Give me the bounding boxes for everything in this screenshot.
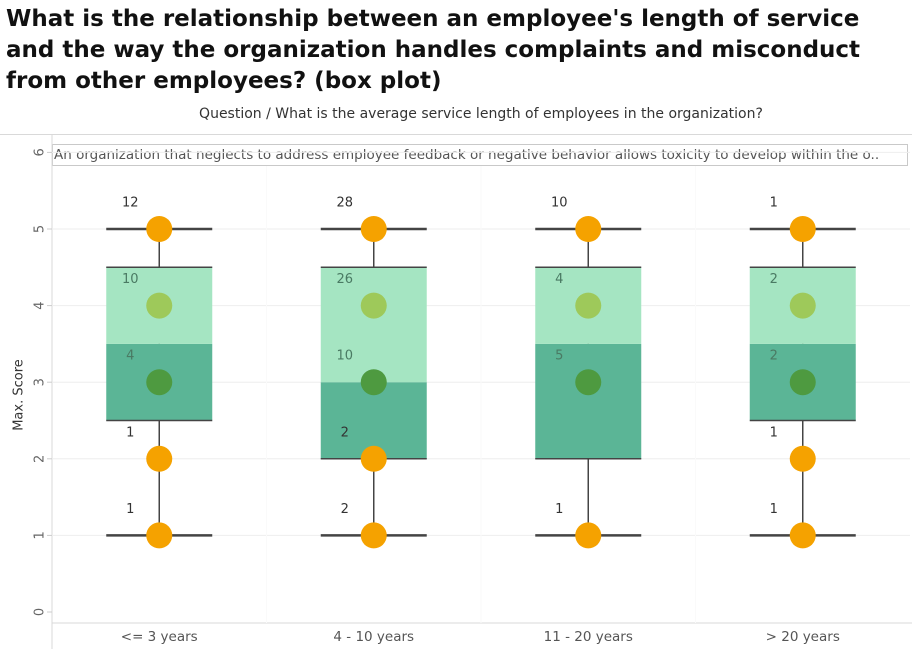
x-tick-label: > 20 years [766,629,840,645]
count-label: 2 [341,425,349,440]
y-tick-label: 0 [33,608,48,616]
count-label: 2 [770,272,778,287]
count-label: 5 [555,349,563,364]
y-tick-label: 3 [33,378,48,386]
count-label: 1 [770,425,778,440]
count-label: 1 [555,502,563,517]
x-tick-label: 4 - 10 years [333,629,414,645]
data-point [360,216,387,242]
x-tick-label: <= 3 years [121,629,198,645]
data-point [575,216,602,242]
data-point [575,522,602,549]
header-divider [0,134,912,135]
count-label: 2 [770,349,778,364]
x-tick-label: 11 - 20 years [544,629,633,645]
chart-title: What is the relationship between an empl… [6,6,861,94]
count-label: 2 [341,502,349,517]
y-tick-label: 6 [33,148,48,156]
count-label: 26 [336,272,353,287]
data-point [146,445,173,472]
column-header: Question / What is the average service l… [199,106,763,122]
data-point [575,369,602,396]
count-label: 4 [126,349,134,364]
y-tick-label: 5 [33,225,48,233]
data-point [146,216,173,242]
data-point [789,216,816,242]
count-label: 10 [122,272,139,287]
data-point [789,522,816,549]
box-upper [320,267,427,383]
count-label: 10 [336,349,353,364]
count-label: 1 [770,502,778,517]
count-label: 4 [555,272,563,287]
count-label: 28 [336,196,353,211]
data-point [789,292,816,319]
data-point [575,292,602,319]
count-label: 1 [126,425,134,440]
data-point [360,522,387,549]
data-point [360,369,387,396]
data-point [789,369,816,396]
data-point [146,292,173,319]
data-point [360,292,387,319]
box-lower [535,343,642,459]
count-label: 10 [551,196,568,211]
y-tick-label: 1 [33,531,48,539]
data-point [146,522,173,549]
count-label: 1 [770,196,778,211]
data-point [146,369,173,396]
y-tick-label: 4 [33,301,48,309]
data-point [789,445,816,472]
count-label: 12 [122,196,139,211]
data-point [360,445,387,472]
y-tick-label: 2 [33,455,48,463]
count-label: 1 [126,502,134,517]
